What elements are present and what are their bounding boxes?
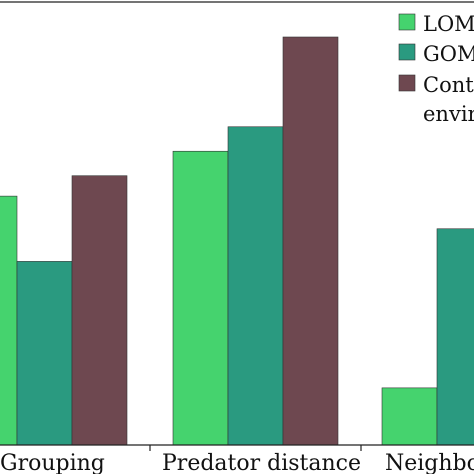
legend-label-gom: GOM [423, 42, 474, 66]
x-tick-label-neighborhood: Neighborh [385, 451, 474, 474]
bar-cont-grouping [71, 175, 128, 446]
bar-lom-grouping [0, 195, 18, 446]
legend-swatch-cont [398, 74, 416, 92]
x-ticks-group [149, 445, 362, 451]
bar-gom-grouping [16, 261, 73, 446]
legend-label-cont: Cont [423, 73, 474, 97]
bar-lom-predator-distance [172, 150, 229, 446]
bar-gom-neighbor [436, 228, 474, 446]
x-tick-label-grouping: Grouping [0, 451, 105, 474]
bars-group [0, 36, 474, 446]
bar-gom-predator-distance [227, 126, 284, 446]
x-tick-label-predator-distance: Predator distance [162, 451, 361, 474]
legend-label-cont-line2: envir [423, 102, 474, 126]
legend-swatch-gom [398, 43, 416, 61]
bar-lom-neighbor [381, 387, 438, 446]
x-tick-labels: Grouping Predator distance Neighborh [0, 451, 474, 474]
bar-cont-predator-distance [282, 36, 339, 446]
legend-label-lom: LOM [423, 12, 474, 36]
legend-swatch-lom [398, 13, 416, 31]
legend: LOM GOM Cont envir [398, 12, 474, 126]
